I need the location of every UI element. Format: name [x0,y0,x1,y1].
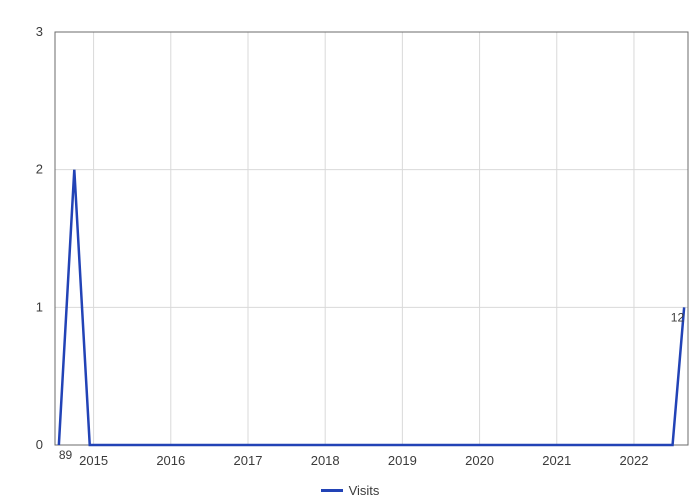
chart-canvas: 0123201520162017201820192020202120222028… [0,0,700,500]
visits-chart: FONDO 3 RENTAS TRIMESTRALES, F.I. (Spain… [0,0,700,500]
chart-legend: Visits [0,482,700,498]
svg-text:2: 2 [36,162,43,177]
svg-text:1: 1 [36,299,43,314]
svg-text:2022: 2022 [620,453,649,468]
svg-text:89: 89 [59,448,73,462]
svg-text:12: 12 [671,310,685,324]
svg-text:2016: 2016 [156,453,185,468]
svg-text:3: 3 [36,24,43,39]
svg-text:2017: 2017 [234,453,263,468]
svg-text:2021: 2021 [542,453,571,468]
legend-label: Visits [349,483,380,498]
svg-text:2020: 2020 [465,453,494,468]
svg-text:2018: 2018 [311,453,340,468]
svg-text:0: 0 [36,437,43,452]
svg-text:2019: 2019 [388,453,417,468]
legend-swatch [321,489,343,492]
svg-text:2015: 2015 [79,453,108,468]
